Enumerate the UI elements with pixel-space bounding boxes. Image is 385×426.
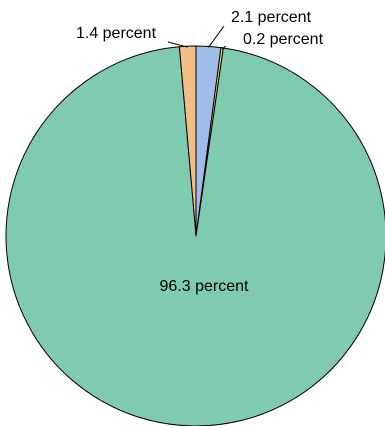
leader-line-2 bbox=[208, 25, 225, 48]
leader-line-3 bbox=[221, 45, 227, 50]
slice-label-4: 96.3 percent bbox=[160, 278, 250, 295]
slice-label-3: 0.2 percent bbox=[243, 31, 324, 48]
slice-label-2: 2.1 percent bbox=[231, 9, 312, 26]
slice-label-1: 1.4 percent bbox=[76, 25, 157, 42]
leader-line-1 bbox=[167, 41, 188, 48]
